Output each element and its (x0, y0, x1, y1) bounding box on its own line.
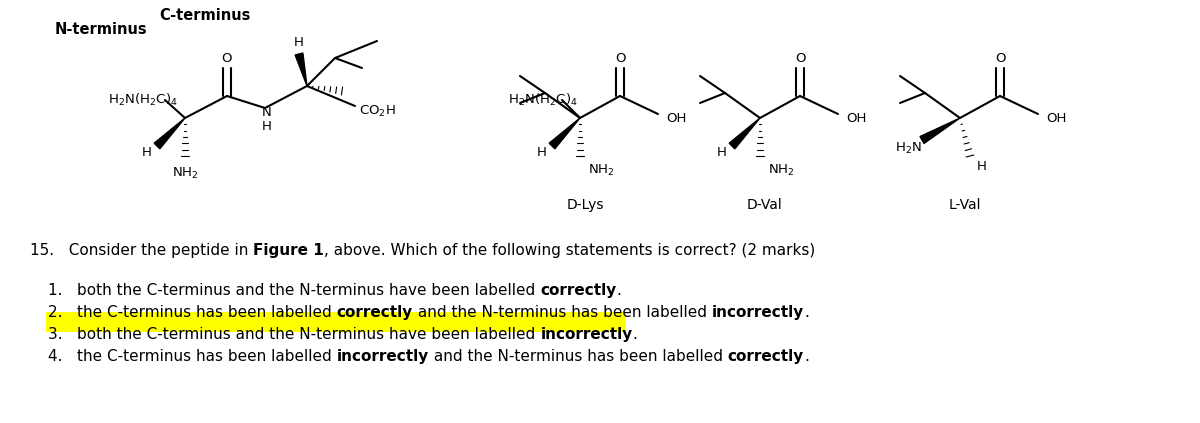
Text: NH$_2$: NH$_2$ (172, 165, 198, 181)
Text: NH$_2$: NH$_2$ (588, 162, 614, 178)
Text: H: H (142, 146, 152, 159)
Text: incorrectly: incorrectly (712, 305, 804, 320)
Text: H: H (718, 146, 727, 159)
Text: H$_2$N: H$_2$N (894, 140, 922, 156)
Text: H: H (977, 159, 986, 173)
Text: both the C-terminus and the N-terminus have been labelled: both the C-terminus and the N-terminus h… (77, 327, 540, 342)
Polygon shape (295, 53, 307, 86)
Text: D-Lys: D-Lys (566, 198, 604, 212)
Text: H$_2$N(H$_2$C)$_4$: H$_2$N(H$_2$C)$_4$ (508, 92, 577, 108)
Text: 2.: 2. (48, 305, 77, 320)
Text: and the N-terminus has been labelled: and the N-terminus has been labelled (430, 349, 728, 364)
Text: N: N (262, 105, 272, 118)
Text: H: H (294, 36, 304, 49)
Text: O: O (995, 52, 1006, 64)
Text: correctly: correctly (728, 349, 804, 364)
Polygon shape (550, 118, 580, 149)
Polygon shape (730, 118, 760, 149)
Text: O: O (794, 52, 805, 64)
Text: C-terminus: C-terminus (160, 8, 251, 23)
FancyBboxPatch shape (46, 312, 626, 332)
Text: .: . (632, 327, 637, 342)
Text: correctly: correctly (337, 305, 413, 320)
Text: O: O (614, 52, 625, 64)
Text: NH$_2$: NH$_2$ (768, 162, 794, 178)
Text: OH: OH (666, 113, 686, 126)
Text: .: . (804, 349, 809, 364)
Text: incorrectly: incorrectly (540, 327, 632, 342)
Text: N-terminus: N-terminus (55, 22, 148, 37)
Text: H$_2$N(H$_2$C)$_4$: H$_2$N(H$_2$C)$_4$ (108, 92, 178, 108)
Text: H: H (262, 120, 272, 132)
Text: both the C-terminus and the N-terminus have been labelled: both the C-terminus and the N-terminus h… (77, 283, 540, 298)
Text: 1.: 1. (48, 283, 77, 298)
Text: OH: OH (846, 113, 866, 126)
Text: and the N-terminus has been labelled: and the N-terminus has been labelled (413, 305, 712, 320)
Text: 15.   Consider the peptide in: 15. Consider the peptide in (30, 243, 253, 258)
Text: correctly: correctly (540, 283, 617, 298)
Text: 3.: 3. (48, 327, 77, 342)
Text: OH: OH (1046, 113, 1066, 126)
Text: H: H (538, 146, 547, 159)
Text: , above. Which of the following statements is correct? (2 marks): , above. Which of the following statemen… (324, 243, 815, 258)
Text: CO$_2$H: CO$_2$H (359, 104, 395, 118)
Polygon shape (154, 118, 185, 149)
Text: D-Val: D-Val (748, 198, 782, 212)
Text: Figure 1: Figure 1 (253, 243, 324, 258)
Text: 4.: 4. (48, 349, 77, 364)
Text: .: . (617, 283, 622, 298)
Polygon shape (920, 118, 960, 143)
Text: the C-terminus has been labelled: the C-terminus has been labelled (77, 305, 337, 320)
Text: O: O (222, 52, 233, 64)
Text: L-Val: L-Val (949, 198, 982, 212)
Text: .: . (804, 305, 809, 320)
Text: incorrectly: incorrectly (337, 349, 430, 364)
Text: the C-terminus has been labelled: the C-terminus has been labelled (77, 349, 337, 364)
